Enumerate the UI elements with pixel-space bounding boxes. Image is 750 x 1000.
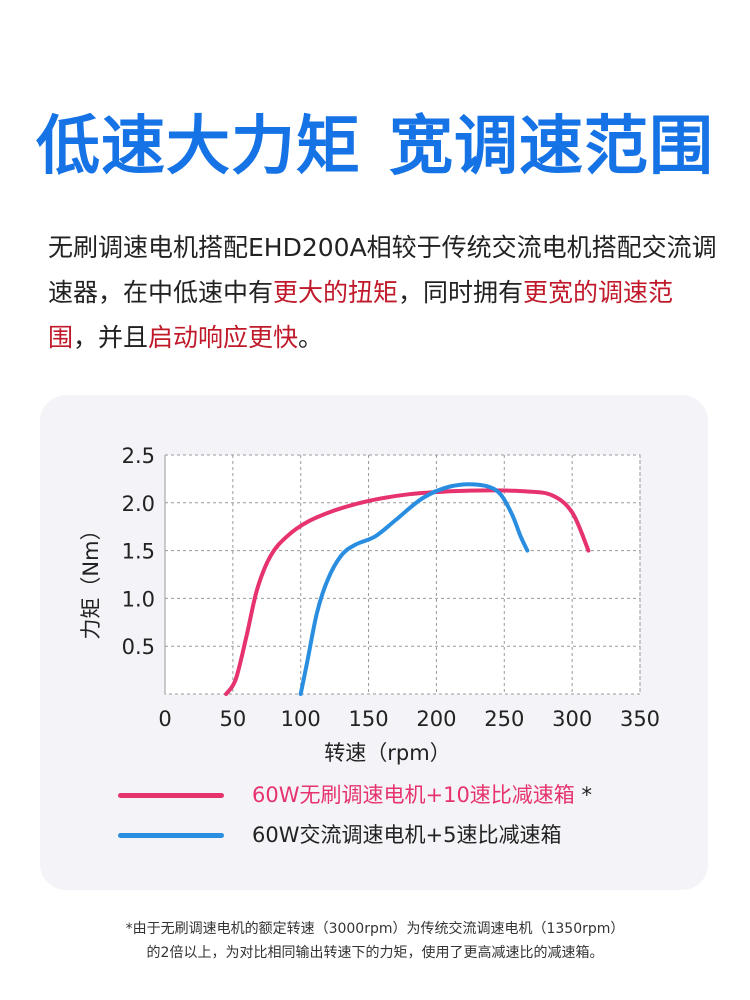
intro-text-4: 。	[298, 323, 324, 352]
x-tick-label: 50	[219, 707, 246, 731]
intro-text-2: ，同时拥有	[398, 278, 524, 307]
intro-highlight-response: 启动响应更快	[148, 323, 299, 352]
y-tick-label: 1.0	[122, 587, 155, 611]
y-tick-label: 2.0	[122, 492, 155, 516]
legend-label-brushless: 60W无刷调速电机+10速比减速箱 *	[252, 775, 592, 815]
x-tick-label: 200	[416, 707, 456, 731]
x-tick-label: 0	[158, 707, 171, 731]
legend-label-ac: 60W交流调速电机+5速比减速箱	[252, 823, 562, 847]
headline-part2: 宽调速范围	[389, 110, 714, 184]
headline-part1: 低速大力矩	[36, 110, 361, 184]
footnote-line-2: 的2倍以上，为对比相同输出转速下的力矩，使用了更高减速比的减速箱。	[146, 945, 604, 961]
intro-paragraph: 无刷调速电机搭配EHD200A相较于传统交流电机搭配交流调速器，在中低速中有更大…	[48, 225, 718, 360]
intro-text-3: ，并且	[73, 323, 149, 352]
series-line-ac	[298, 482, 530, 696]
x-tick-label: 350	[620, 707, 660, 731]
headline: 低速大力矩 宽调速范围	[0, 95, 750, 187]
footnote-line-1: *由于无刷调速电机的额定转速（3000rpm）为传统交流调速电机（1350rpm…	[125, 921, 625, 937]
x-tick-label: 150	[349, 707, 389, 731]
x-axis-label: 转速（rpm）	[324, 741, 450, 765]
legend-label-brushless-text: 60W无刷调速电机+10速比减速箱	[252, 783, 575, 807]
y-tick-label: 2.5	[122, 444, 155, 468]
x-tick-label: 250	[484, 707, 524, 731]
plot-area	[165, 455, 640, 694]
legend-label-brushless-marker: *	[581, 783, 593, 807]
y-tick-label: 0.5	[122, 635, 155, 659]
series-line-brushless	[224, 488, 591, 696]
intro-highlight-torque: 更大的扭矩	[273, 278, 399, 307]
footnote: *由于无刷调速电机的额定转速（3000rpm）为传统交流调速电机（1350rpm…	[0, 917, 750, 965]
legend-line-ac	[118, 833, 224, 838]
x-tick-label: 300	[552, 707, 592, 731]
y-axis-label: 力矩（Nm）	[79, 519, 103, 639]
intro-text-1: 无刷调速电机搭配EHD200A相较于传统交流电机搭配交流调速器，在中低速中有	[48, 233, 717, 307]
y-tick-label: 1.5	[122, 540, 155, 564]
legend-line-brushless	[118, 793, 224, 798]
intro-highlight-range: 更宽的调速范围	[48, 278, 674, 352]
plot-border	[164, 454, 641, 695]
x-tick-label: 100	[281, 707, 321, 731]
